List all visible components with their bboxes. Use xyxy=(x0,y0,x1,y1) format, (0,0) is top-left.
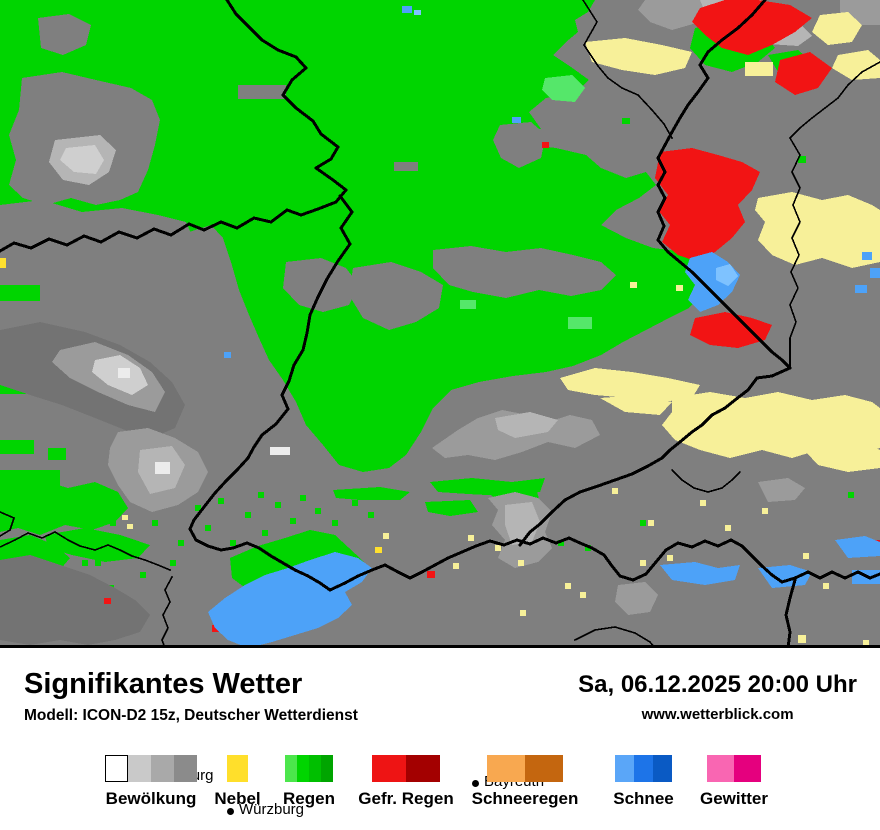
city-dot-icon xyxy=(468,776,482,790)
legend-swatches xyxy=(372,755,440,782)
legend-color-swatch xyxy=(227,755,248,782)
legend-color-swatch xyxy=(525,755,563,782)
legend-label: Schnee xyxy=(613,789,674,808)
legend-color-swatch xyxy=(151,755,174,782)
legend-item: Regen xyxy=(283,755,335,808)
legend-color-swatch xyxy=(734,755,761,782)
legend-swatches xyxy=(285,755,333,782)
weather-map: AschaffenburgWürzburgBayreuthNürnbergReg… xyxy=(0,0,880,648)
legend-swatches xyxy=(615,755,672,782)
legend-color-swatch xyxy=(707,755,734,782)
legend-color-swatch xyxy=(615,755,634,782)
legend-color-swatch xyxy=(297,755,309,782)
legend-item: Nebel xyxy=(214,755,261,808)
fog-areas xyxy=(0,12,880,646)
legend-label: Schneeregen xyxy=(471,789,579,808)
legend-item: Schnee xyxy=(613,755,674,808)
legend-swatches xyxy=(707,755,761,782)
legend-color-swatch xyxy=(634,755,653,782)
legend-item: Gefr. Regen xyxy=(358,755,454,808)
legend-swatches xyxy=(487,755,563,782)
map-bottom-border xyxy=(0,645,880,648)
legend-item: Schneeregen xyxy=(472,755,578,808)
legend-item: Gewitter xyxy=(700,755,768,808)
legend-item: Bewölkung xyxy=(105,755,197,808)
legend-color-swatch xyxy=(309,755,321,782)
page-title: Signifikantes Wetter xyxy=(24,668,303,700)
legend-label: Gewitter xyxy=(699,789,769,808)
legend-label: Gefr. Regen xyxy=(358,789,454,808)
legend-color-swatch xyxy=(372,755,406,782)
legend-swatches xyxy=(227,755,248,782)
legend-color-swatch xyxy=(128,755,151,782)
legend-color-swatch xyxy=(487,755,525,782)
legend-label: Regen xyxy=(283,789,335,808)
legend-label: Bewölkung xyxy=(105,789,197,808)
legend-color-swatch xyxy=(653,755,672,782)
legend-color-swatch xyxy=(105,755,128,782)
weather-map-canvas xyxy=(0,0,880,648)
legend-color-swatch xyxy=(285,755,297,782)
legend-label: Nebel xyxy=(214,789,261,808)
legend-color-swatch xyxy=(321,755,333,782)
legend-color-swatch xyxy=(406,755,440,782)
model-info: Modell: ICON-D2 15z, Deutscher Wetterdie… xyxy=(24,707,358,724)
forecast-datetime: Sa, 06.12.2025 20:00 Uhr xyxy=(578,671,857,698)
datetime-block: Sa, 06.12.2025 20:00 Uhr www.wetterblick… xyxy=(578,671,857,723)
legend-color-swatch xyxy=(174,755,197,782)
legend-swatches xyxy=(105,755,197,782)
website-url: www.wetterblick.com xyxy=(641,706,794,723)
border-lines xyxy=(0,0,880,648)
